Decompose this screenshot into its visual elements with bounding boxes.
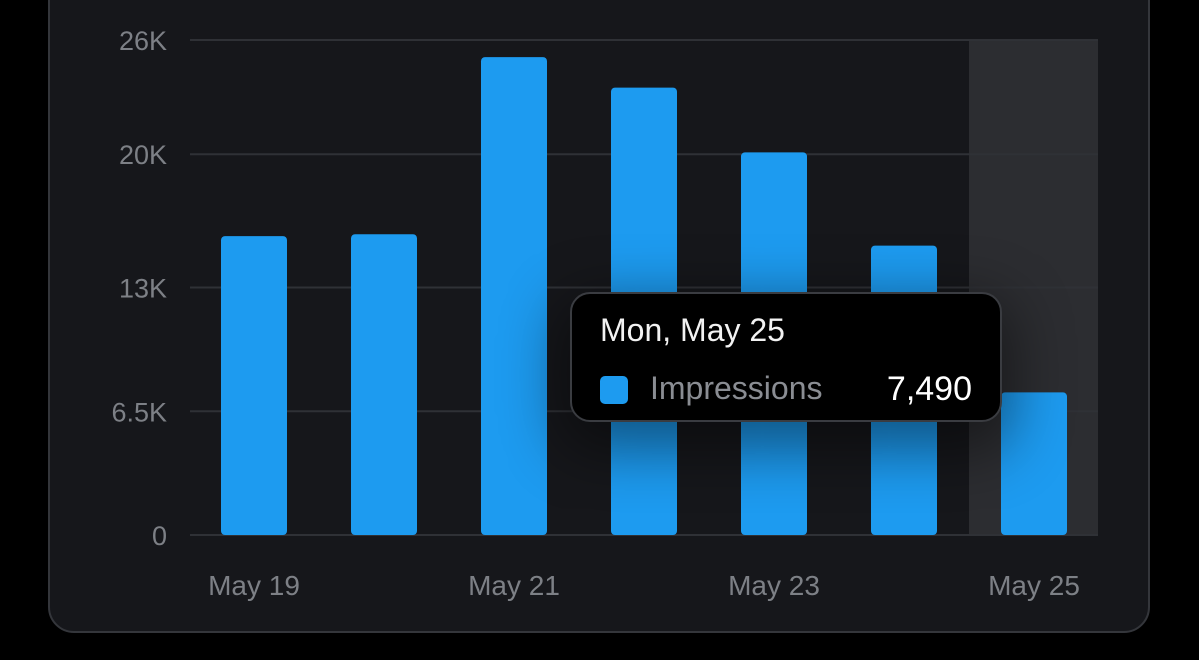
series-swatch	[600, 376, 628, 404]
bar	[351, 234, 417, 535]
tooltip-series-label: Impressions	[650, 370, 823, 406]
tooltip-value: 7,490	[886, 370, 972, 408]
bar	[221, 236, 287, 535]
bar	[481, 57, 547, 536]
x-tick-label: May 23	[728, 570, 820, 601]
y-tick-label: 13K	[119, 274, 167, 304]
x-tick-label: May 25	[988, 570, 1080, 601]
y-tick-label: 20K	[119, 140, 167, 170]
y-tick-label: 0	[152, 521, 167, 551]
y-tick-label: 6.5K	[111, 397, 167, 427]
chart-tooltip: Mon, May 25 Impressions 7,490	[570, 292, 1002, 422]
y-tick-label: 26K	[119, 26, 167, 56]
x-tick-label: May 19	[208, 570, 300, 601]
bar	[1001, 392, 1067, 535]
x-tick-label: May 21	[468, 570, 560, 601]
tooltip-series-row: Impressions 7,490	[600, 370, 972, 410]
x-axis-ticks: May 19 May 21 May 23 May 25	[208, 570, 1080, 601]
tooltip-title: Mon, May 25	[600, 312, 785, 348]
y-axis-ticks: 0 6.5K 13K 20K 26K	[111, 26, 167, 551]
